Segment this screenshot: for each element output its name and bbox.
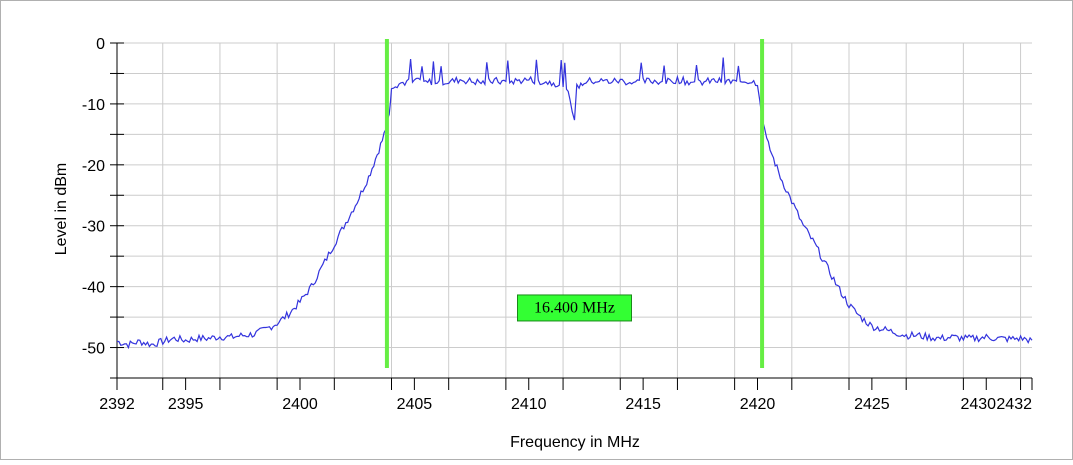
y-tick-label: -30 [82, 219, 105, 236]
x-tick-label: 2420 [740, 396, 776, 413]
x-tick-label: 2432 [996, 396, 1032, 413]
y-tick-label: -20 [82, 158, 105, 175]
annotation-text: 16.400 MHz [534, 300, 615, 317]
x-tick-label: 2392 [99, 396, 135, 413]
x-tick-label: 2425 [854, 396, 890, 413]
x-axis-ticks: 2392 2395 2400 2405 2410 2415 2420 2425 2430 2432 [99, 378, 1033, 413]
x-tick-label: 2430 [960, 396, 996, 413]
markers-group [384, 39, 765, 368]
y-tick-label: -40 [82, 280, 105, 297]
x-tick-label: 2405 [397, 396, 433, 413]
series-group [117, 57, 1033, 350]
y-axis-label: Level in dBm [53, 163, 70, 256]
bandwidth-annotation: 16.400 MHz [517, 294, 632, 322]
y-tick-label: 0 [96, 36, 105, 53]
grid [117, 42, 1032, 379]
y-tick-label: -50 [82, 341, 105, 358]
x-axis-label: Frequency in MHz [510, 434, 640, 451]
y-tick-label: -10 [82, 97, 105, 114]
spectrum-trace [117, 57, 1033, 350]
annotation-box [517, 294, 632, 322]
x-tick-label: 2415 [625, 396, 661, 413]
x-tick-label: 2395 [168, 396, 204, 413]
x-tick-label: 2400 [282, 396, 318, 413]
x-tick-label: 2410 [511, 396, 547, 413]
axes [116, 43, 1032, 379]
y-axis-ticks: 0 -10 -20 -30 -40 -50 [82, 36, 124, 379]
